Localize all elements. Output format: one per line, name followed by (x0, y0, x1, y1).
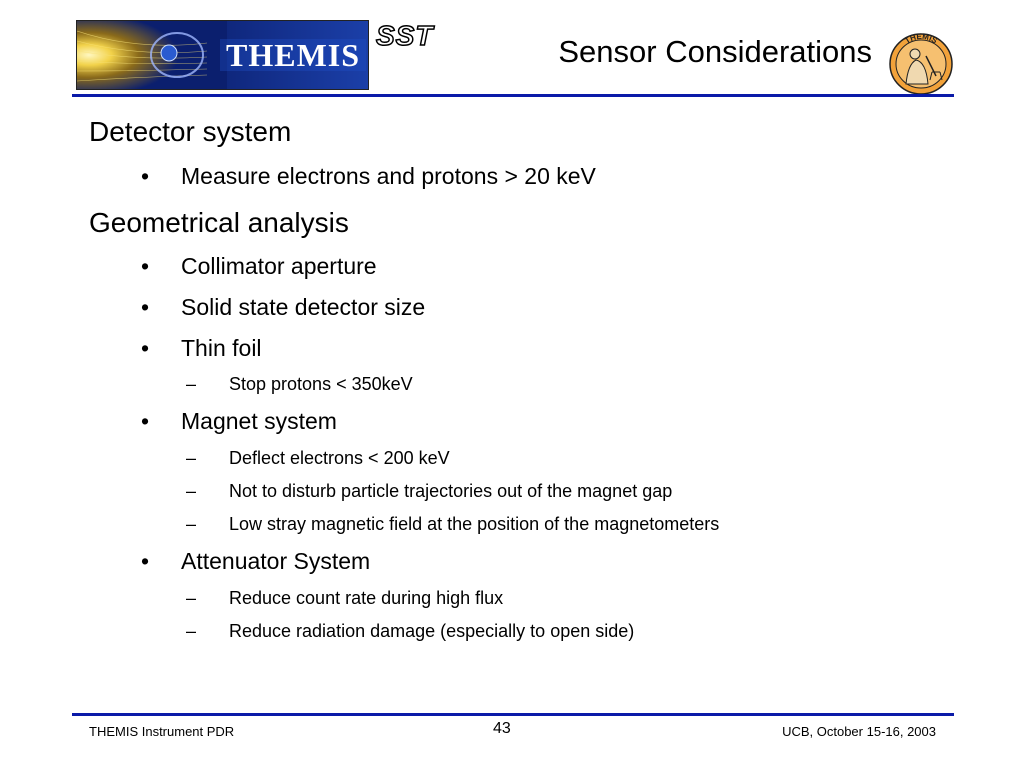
footer-divider (72, 713, 954, 716)
sub-list-item-text: Low stray magnetic field at the position… (229, 514, 720, 534)
sub-list-item-text: Stop protons < 350keV (229, 374, 413, 394)
bullet-icon: • (141, 253, 150, 279)
sst-logo: SST (375, 19, 434, 52)
sub-list-item-text: Not to disturb particle trajectories out… (229, 481, 673, 501)
footer-right-text: UCB, October 15-16, 2003 (782, 724, 936, 739)
sub-list-item: – Not to disturb particle trajectories o… (186, 480, 673, 502)
bullet-icon: • (141, 548, 150, 574)
bullet-icon: • (141, 294, 150, 320)
sub-list-item: – Reduce count rate during high flux (186, 587, 504, 609)
sub-list-item-text: Deflect electrons < 200 keV (229, 448, 450, 468)
page-number: 43 (493, 720, 511, 737)
banner-title: THEMIS (225, 37, 361, 73)
list-item-text: Collimator aperture (181, 253, 377, 279)
themis-banner-logo: THEMIS (76, 20, 369, 90)
dash-icon: – (186, 588, 197, 608)
list-item: • Solid state detector size (141, 293, 426, 321)
dash-icon: – (186, 374, 197, 394)
sub-list-item: – Low stray magnetic field at the positi… (186, 513, 720, 535)
dash-icon: – (186, 448, 197, 468)
header-divider (72, 94, 954, 97)
list-item-text: Attenuator System (181, 548, 371, 574)
list-item-text: Thin foil (181, 335, 262, 361)
bullet-icon: • (141, 408, 150, 434)
list-item: • Thin foil (141, 334, 262, 362)
list-item: • Collimator aperture (141, 252, 377, 280)
list-item: • Magnet system (141, 407, 337, 435)
sub-list-item: – Reduce radiation damage (especially to… (186, 620, 635, 642)
list-item-text: Magnet system (181, 408, 337, 434)
themis-seal-logo: THEMIS (889, 32, 953, 95)
list-item: • Measure electrons and protons > 20 keV (141, 162, 596, 190)
list-item-text: Solid state detector size (181, 294, 426, 320)
list-item-text: Measure electrons and protons > 20 keV (181, 163, 596, 189)
list-item: • Attenuator System (141, 547, 371, 575)
sub-list-item-text: Reduce radiation damage (especially to o… (229, 621, 635, 641)
dash-icon: – (186, 621, 197, 641)
section-heading: Detector system (89, 116, 292, 147)
sub-list-item: – Stop protons < 350keV (186, 373, 413, 395)
sub-list-item-text: Reduce count rate during high flux (229, 588, 504, 608)
bullet-icon: • (141, 335, 150, 361)
bullet-icon: • (141, 163, 150, 189)
slide-title: Sensor Considerations (558, 34, 872, 69)
section-heading: Geometrical analysis (89, 207, 349, 238)
aurora-image (77, 21, 368, 89)
dash-icon: – (186, 481, 197, 501)
footer-left-text: THEMIS Instrument PDR (89, 724, 235, 739)
sub-list-item: – Deflect electrons < 200 keV (186, 447, 450, 469)
dash-icon: – (186, 514, 197, 534)
